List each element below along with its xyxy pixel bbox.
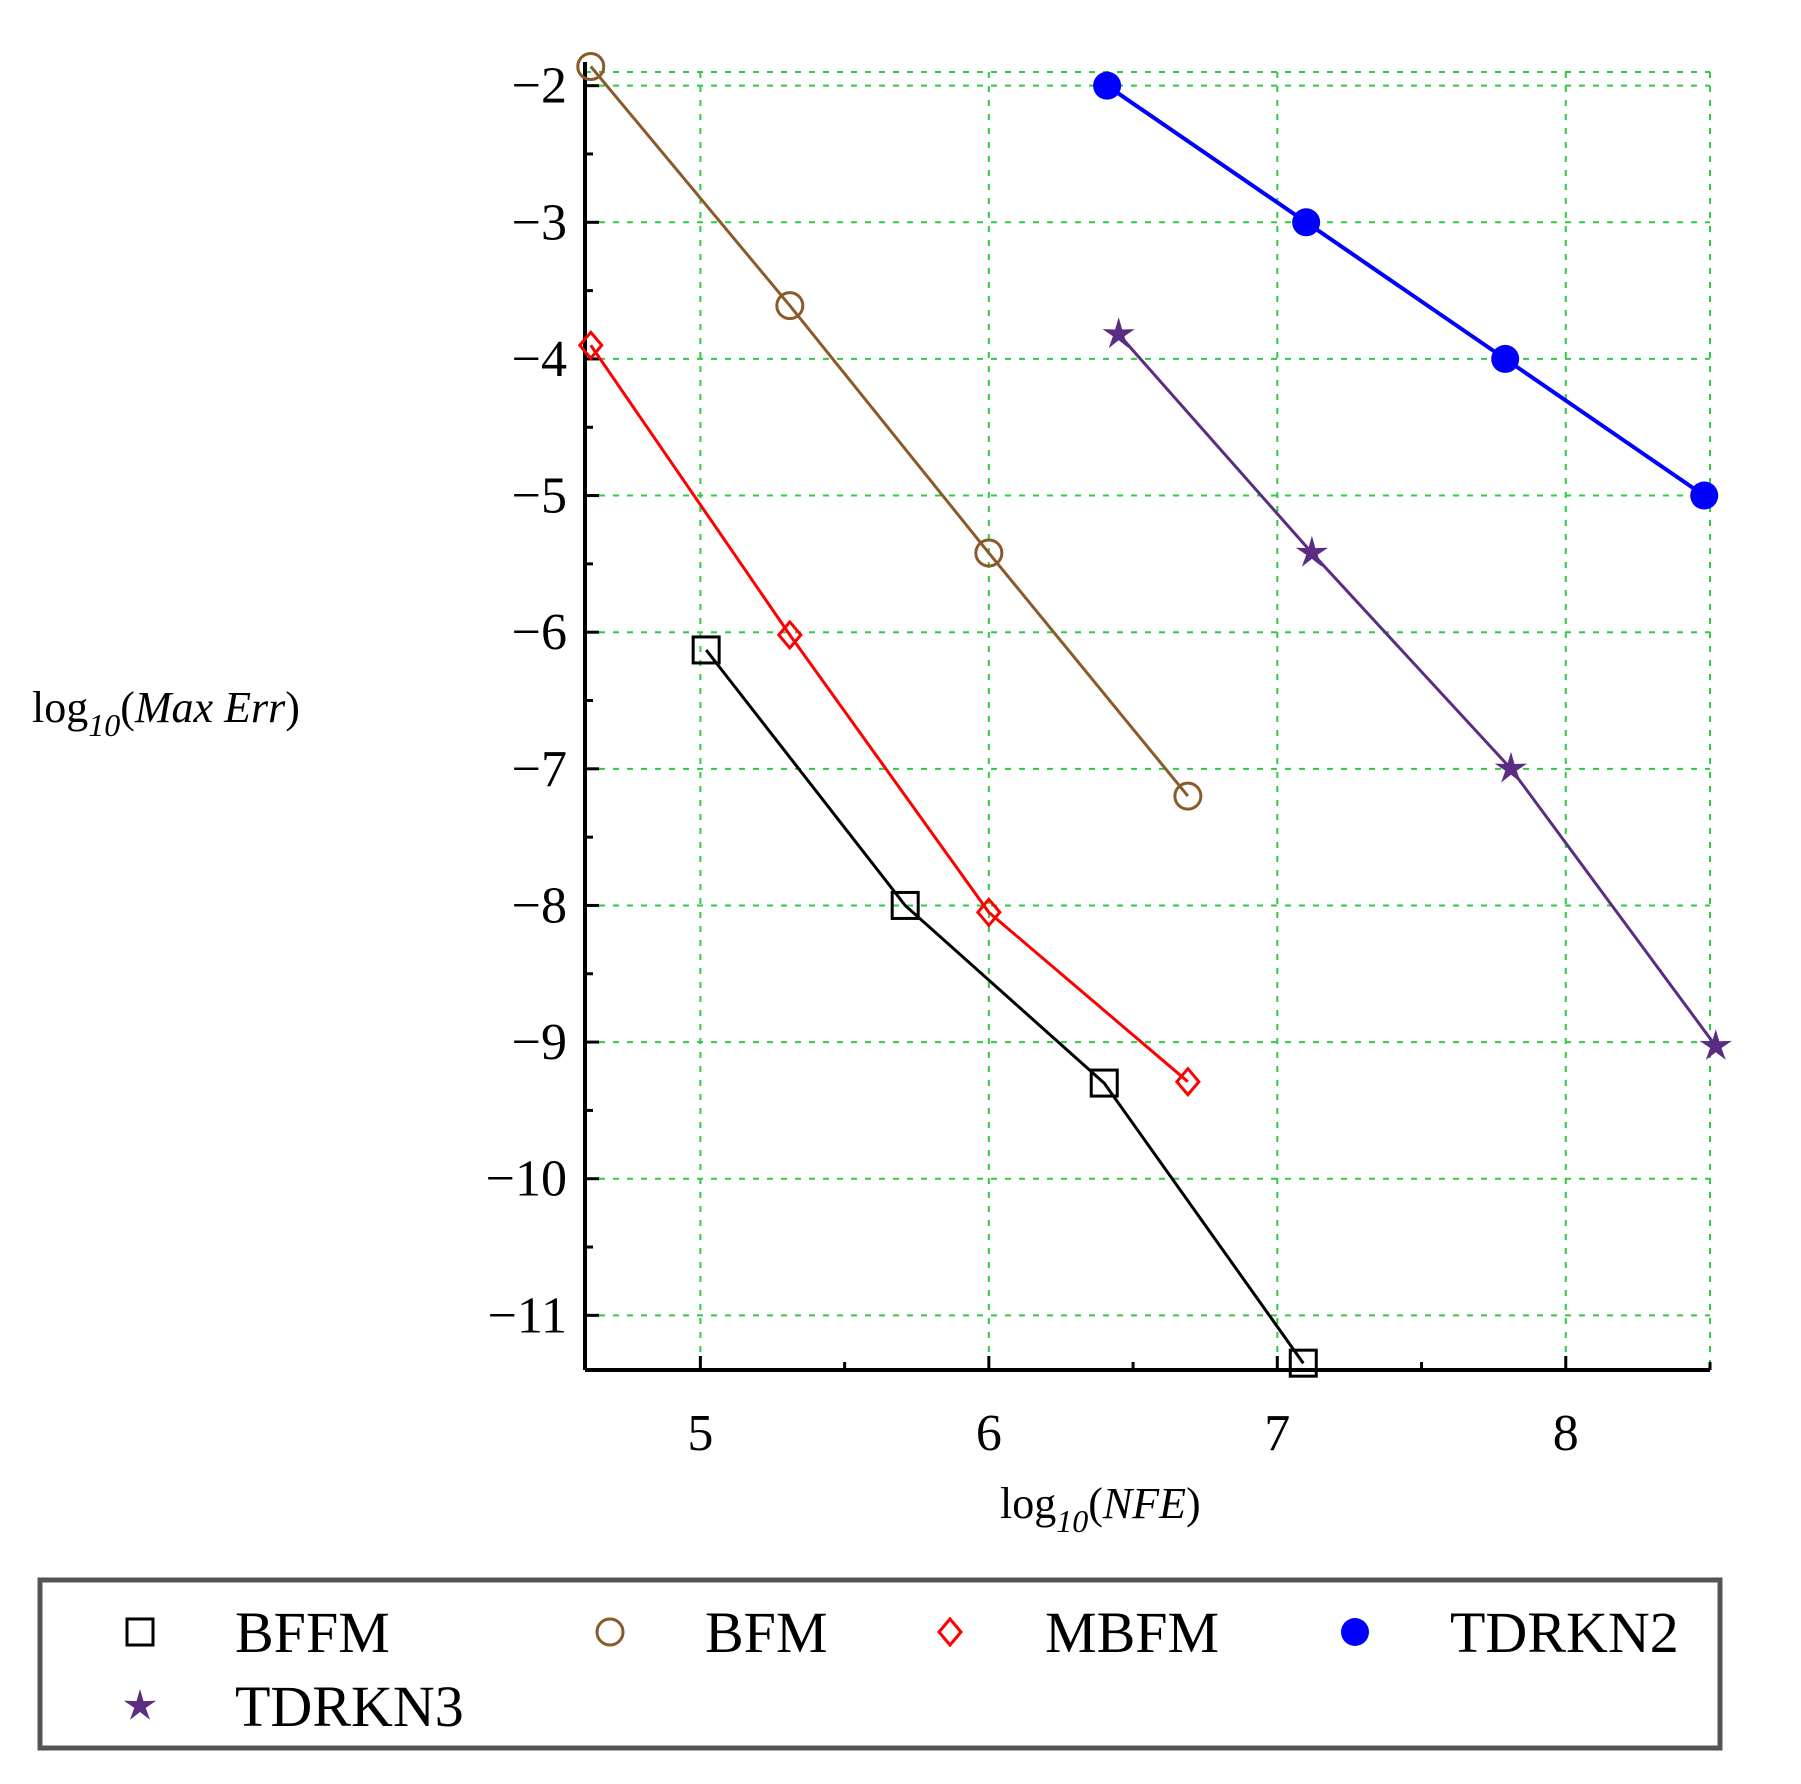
data-point-tdrkn2 [1690,481,1719,510]
series-line-tdrkn2 [1105,84,1706,498]
data-point-bffm [890,890,920,920]
legend-marker-bffm [125,1617,155,1647]
data-point-mbfm [975,896,1002,928]
y-axis-label-close: ) [285,683,300,732]
legend-label-tdrkn2: TDRKN2 [1450,1600,1679,1665]
data-point-tdrkn3 [1295,535,1329,567]
y-axis-label-var: Max Err [134,683,286,732]
data-point-tdrkn2 [1093,71,1122,100]
legend-label-mbfm: MBFM [1045,1600,1219,1665]
y-tick-label: −7 [512,741,567,798]
series-layer [576,52,1732,1378]
series-line-bfm [589,65,1190,798]
y-axis-label: log10(Max Err) [32,683,300,743]
x-axis-label: log10(NFE) [1000,1479,1201,1539]
axes [583,62,1710,1372]
y-tick-label: −4 [512,331,567,388]
data-point-tdrkn3 [1494,751,1528,783]
data-point-tdrkn3 [1102,317,1135,349]
legend-item-bfm: BFM [595,1600,828,1665]
data-point-tdrkn2 [1491,344,1520,373]
data-point-tdrkn2 [1292,208,1321,237]
data-point-mbfm [1174,1066,1201,1098]
legend: BFFM BFM MBFM TDRKN2 TDRKN3 [123,1600,1679,1739]
legend-label-bfm: BFM [705,1600,828,1665]
data-point-bffm [1288,1348,1318,1378]
y-axis-label-open: ( [120,683,135,732]
y-tick-label: −3 [512,194,567,251]
x-axis-label-sub: 10 [1056,1503,1088,1539]
series-mbfm [577,329,1201,1098]
data-point-mbfm [577,329,604,361]
series-line-mbfm [589,344,1189,1083]
y-tick-label: −9 [512,1014,567,1071]
x-tick-label: 5 [687,1405,713,1462]
y-axis-label-sub: 10 [88,707,120,743]
series-bfm [576,52,1203,811]
series-line-tdrkn3 [1117,333,1718,1048]
series-bffm [691,635,1318,1378]
data-point-bffm [691,635,721,665]
ticks: −2 −3 −4 −5 −6 −7 −8 −9 −10 −11 5 6 7 8 [486,58,1712,1462]
legend-item-tdrkn3: TDRKN3 [123,1674,464,1739]
series-tdrkn2 [1093,71,1719,510]
x-tick-label: 8 [1553,1405,1579,1462]
y-tick-label: −6 [512,604,567,661]
legend-item-tdrkn2: TDRKN2 [1341,1600,1679,1665]
y-tick-label: −5 [512,468,567,525]
legend-marker-tdrkn2 [1341,1618,1369,1646]
legend-marker-tdrkn3 [123,1689,157,1720]
y-axis-label-log: log [32,683,88,732]
legend-marker-bfm [595,1617,625,1647]
y-tick-label: −2 [512,58,567,115]
x-axis-label-log: log [1000,1479,1056,1528]
legend-label-bffm: BFFM [235,1600,390,1665]
legend-box [37,1577,1723,1751]
legend-label-tdrkn3: TDRKN3 [235,1674,464,1739]
series-tdrkn3 [1102,317,1732,1060]
legend-item-bffm: BFFM [125,1600,390,1665]
x-tick-label: 7 [1264,1405,1290,1462]
data-point-bfm [775,291,805,321]
y-tick-label: −11 [488,1287,567,1344]
data-point-bfm [974,538,1004,568]
legend-item-mbfm: MBFM [937,1600,1219,1665]
x-axis-label-open: ( [1088,1479,1103,1528]
legend-marker-mbfm [937,1616,963,1648]
y-tick-label: −8 [512,877,567,934]
grid [585,71,1711,1370]
data-point-bffm [1089,1068,1119,1098]
series-line-bffm [705,649,1305,1365]
data-point-tdrkn3 [1699,1029,1732,1060]
data-point-bfm [576,52,606,82]
x-tick-label: 6 [976,1405,1002,1462]
data-point-bfm [1173,781,1203,811]
data-point-mbfm [776,619,803,651]
y-tick-label: −10 [486,1151,567,1208]
x-axis-label-var: NFE [1102,1479,1186,1528]
x-axis-label-close: ) [1186,1479,1201,1528]
